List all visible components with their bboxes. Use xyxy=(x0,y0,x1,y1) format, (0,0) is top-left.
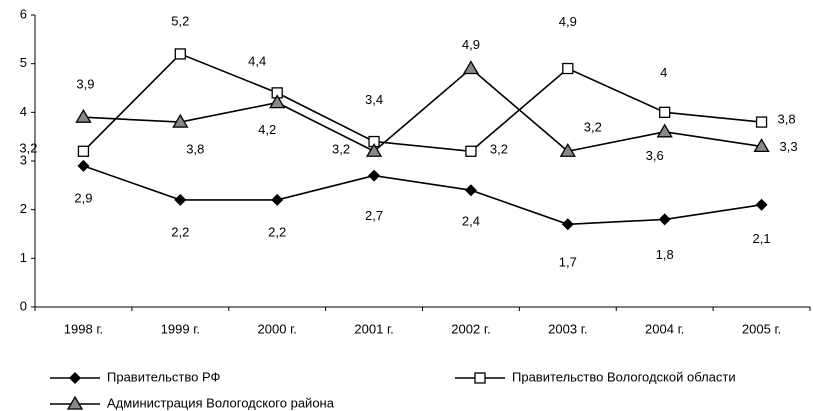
marker-square xyxy=(465,145,477,157)
marker-diamond xyxy=(271,193,284,206)
data-label: 3,2 xyxy=(332,142,350,157)
marker-triangle xyxy=(656,123,673,138)
data-label: 4,9 xyxy=(462,37,480,52)
data-label: 1,8 xyxy=(656,247,674,262)
x-tick-label: 1998 г. xyxy=(64,321,103,336)
data-label: 3,8 xyxy=(778,112,796,127)
data-label: 3,2 xyxy=(490,142,508,157)
y-tick-label: 0 xyxy=(20,298,27,313)
marker-square xyxy=(77,145,90,157)
marker-triangle xyxy=(365,142,383,157)
marker-square xyxy=(474,372,486,384)
marker-square xyxy=(659,106,671,118)
x-tick-label: 2003 г. xyxy=(548,321,587,336)
x-tick-label: 1999 г. xyxy=(161,321,200,336)
marker-square xyxy=(755,116,768,128)
marker-triangle xyxy=(172,113,189,128)
data-label: 4,9 xyxy=(559,14,577,29)
marker-diamond xyxy=(69,372,81,384)
series-line xyxy=(83,67,762,153)
marker-triangle xyxy=(559,142,576,157)
y-tick-label: 3 xyxy=(20,152,27,167)
data-label: 3,8 xyxy=(186,142,204,157)
marker-diamond xyxy=(174,193,187,206)
x-tick-label: 2005 г. xyxy=(742,321,781,336)
marker-triangle xyxy=(462,60,480,75)
legend-label: Правительство Вологодской области xyxy=(512,369,736,384)
data-label: 3,4 xyxy=(365,92,383,107)
data-label: 2,2 xyxy=(171,224,189,239)
marker-diamond xyxy=(658,213,671,226)
marker-diamond xyxy=(464,184,477,197)
data-label: 4,4 xyxy=(248,53,266,68)
marker-triangle xyxy=(269,94,286,109)
marker-square xyxy=(174,48,186,60)
y-tick-label: 6 xyxy=(20,6,27,21)
legend-label: Администрация Вологодского района xyxy=(107,395,335,410)
y-tick-label: 5 xyxy=(20,55,27,70)
x-tick-label: 2002 г. xyxy=(451,321,490,336)
legend-label: Правительство РФ xyxy=(107,369,221,384)
marker-diamond xyxy=(755,198,768,211)
marker-triangle xyxy=(753,138,770,153)
y-tick-label: 1 xyxy=(20,250,27,265)
x-tick-label: 2001 г. xyxy=(354,321,393,336)
marker-triangle xyxy=(66,395,84,410)
data-label: 2,7 xyxy=(365,208,383,223)
series-line xyxy=(82,52,762,153)
y-tick-label: 4 xyxy=(20,104,27,119)
marker-diamond xyxy=(561,218,574,231)
series-line xyxy=(83,165,762,226)
data-label: 2,9 xyxy=(74,190,92,205)
data-label: 4 xyxy=(660,65,667,80)
data-label: 3,9 xyxy=(76,77,94,92)
data-label: 3,2 xyxy=(584,120,602,135)
x-tick-label: 2000 г. xyxy=(258,321,297,336)
data-label: 2,2 xyxy=(268,224,286,239)
data-label: 1,7 xyxy=(559,255,577,270)
data-label: 4,2 xyxy=(258,122,276,137)
marker-diamond xyxy=(368,169,381,182)
data-label: 5,2 xyxy=(171,13,189,28)
x-tick-label: 2004 г. xyxy=(645,321,684,336)
data-label: 3,3 xyxy=(780,139,798,154)
data-label: 3,6 xyxy=(646,148,664,163)
y-tick-label: 2 xyxy=(20,201,27,216)
data-label: 2,1 xyxy=(753,231,771,246)
marker-triangle xyxy=(75,108,92,123)
data-label: 2,4 xyxy=(462,214,480,229)
marker-square xyxy=(562,62,574,75)
marker-diamond xyxy=(77,159,90,172)
data-label: 3,2 xyxy=(19,141,37,156)
